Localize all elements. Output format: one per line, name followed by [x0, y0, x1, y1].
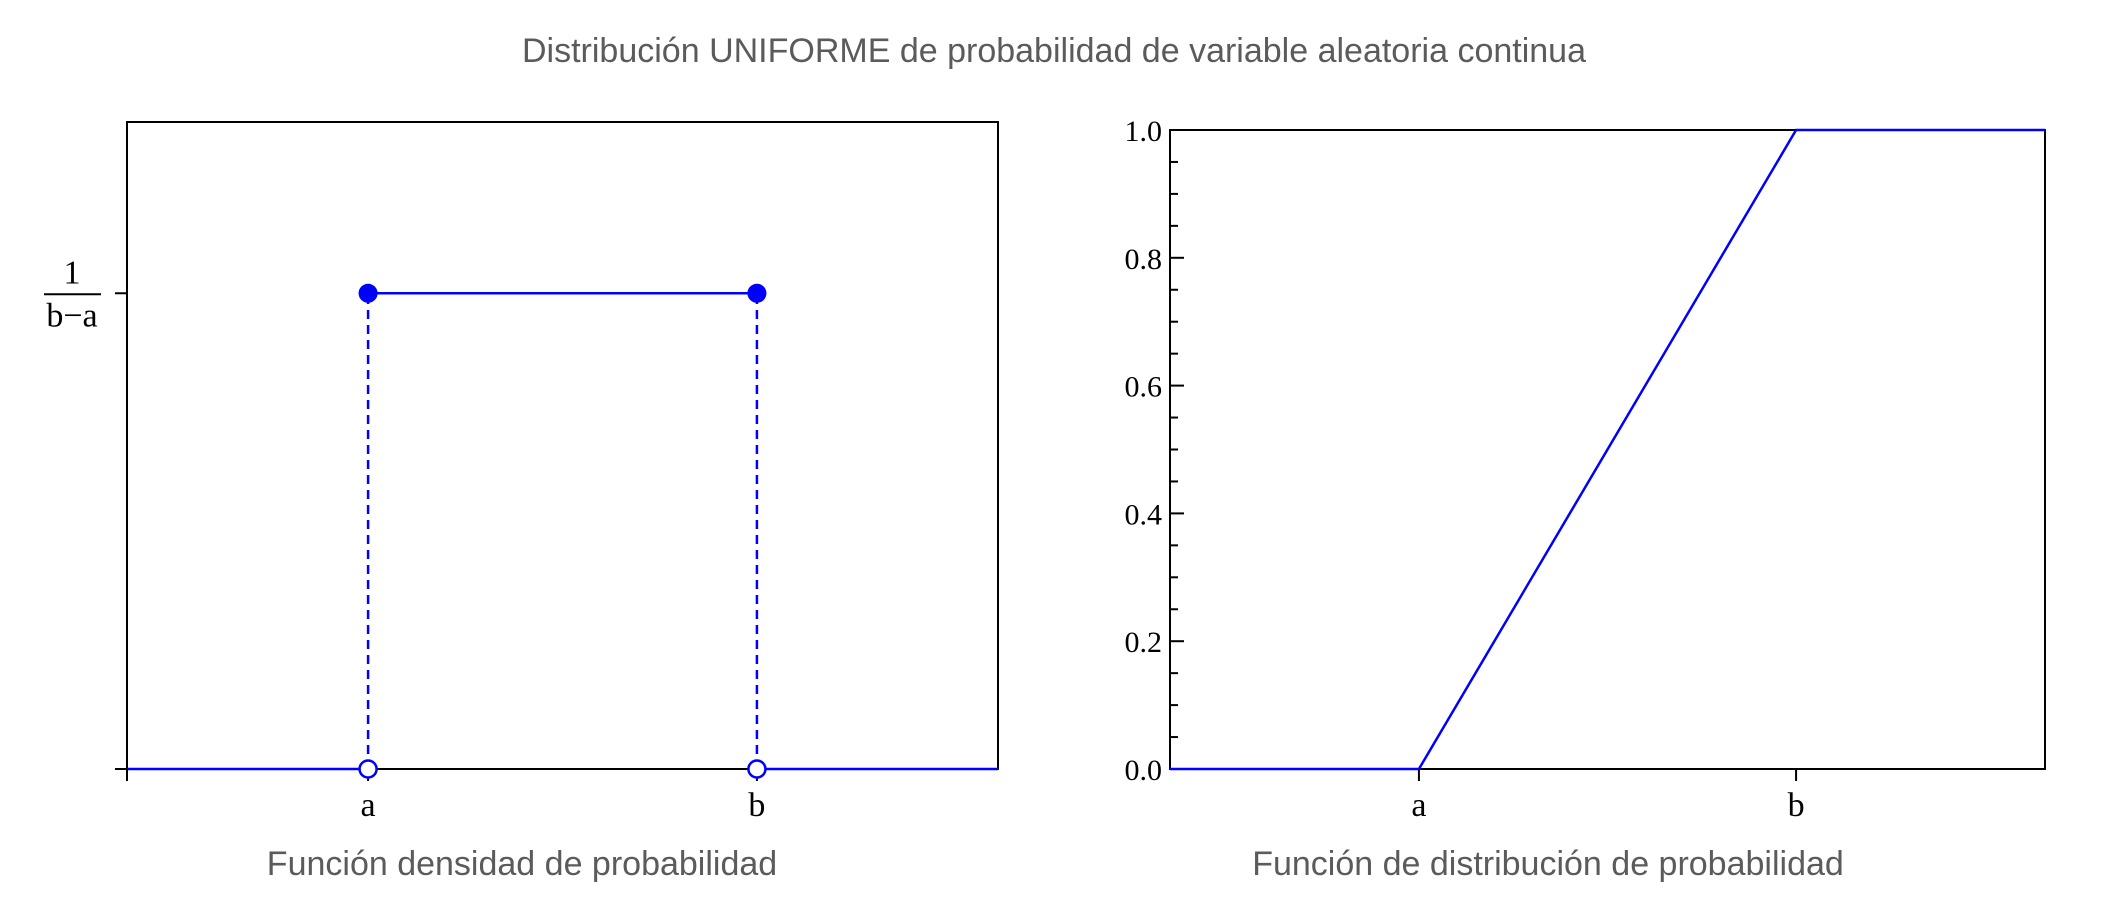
cdf-caption: Función de distribución de probabilidad	[1252, 845, 1844, 883]
cdf-y-tick-label-2: 0.4	[1125, 498, 1163, 531]
cdf-x-tick-label-b: b	[1788, 787, 1805, 824]
density-x-tick-label-a: a	[361, 787, 376, 824]
cdf-y-tick-label-5: 1.0	[1125, 115, 1163, 148]
cdf-y-tick-label-3: 0.6	[1125, 371, 1163, 404]
density-chart: a b 1 b−a Función densidad de probabilidad	[44, 121, 999, 883]
cdf-y-tick-label-0: 0.0	[1125, 754, 1163, 787]
cdf-chart: 0.0 0.2 0.4 0.6 0.8 1.0 a b Función de distribu…	[1125, 115, 2046, 883]
density-caption: Función densidad de probabilidad	[267, 845, 777, 883]
cdf-series-line	[1170, 128, 2045, 771]
cdf-marks: 0.0 0.2 0.4 0.6 0.8 1.0 a b	[1125, 115, 2045, 824]
density-filled-point-1	[747, 283, 767, 303]
density-x-tick-label-b: b	[748, 787, 765, 824]
cdf-y-tick-label-4: 0.8	[1125, 243, 1163, 276]
density-y-tick-denominator: b−a	[46, 297, 97, 334]
cdf-x-tick-label-a: a	[1411, 787, 1426, 824]
density-marks: a b 1 b−a	[44, 254, 998, 824]
density-y-tick-numerator: 1	[64, 254, 81, 291]
cdf-y-tick-label-1: 0.2	[1125, 626, 1163, 659]
density-filled-point-0	[358, 283, 378, 303]
figure-title: Distribución UNIFORME de probabilidad de…	[522, 32, 1586, 70]
density-open-point-1	[747, 759, 767, 779]
density-plot-frame	[126, 121, 999, 770]
density-open-point-0	[358, 759, 378, 779]
